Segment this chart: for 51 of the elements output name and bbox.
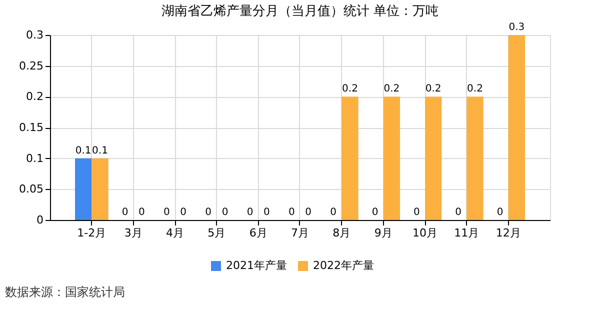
x-tick-label: 7月 bbox=[291, 226, 309, 240]
x-tick-label: 4月 bbox=[166, 226, 184, 240]
bar bbox=[92, 158, 108, 220]
y-tick-label: 0 bbox=[36, 214, 44, 226]
y-tick-label: 0.3 bbox=[26, 28, 44, 42]
data-label: 0.3 bbox=[508, 22, 525, 33]
data-label: 0.2 bbox=[342, 84, 358, 95]
x-tick-label: 6月 bbox=[249, 226, 268, 240]
data-label: 0 bbox=[205, 207, 212, 218]
legend-label: 2022年产量 bbox=[313, 259, 374, 272]
data-label: 0.2 bbox=[425, 84, 442, 95]
data-label: 0 bbox=[455, 207, 462, 218]
bar bbox=[342, 96, 358, 220]
data-label: 0 bbox=[330, 207, 337, 218]
x-tick-label: 3月 bbox=[124, 226, 142, 240]
data-label: 0 bbox=[180, 207, 187, 218]
x-tick-label: 10月 bbox=[412, 226, 438, 240]
data-label: 0 bbox=[372, 207, 378, 218]
data-label: 0 bbox=[496, 207, 504, 218]
y-tick-label: 0.25 bbox=[19, 59, 44, 72]
bar bbox=[383, 96, 400, 220]
chart-title: 湖南省乙烯产量分月（当月值）统计 单位：万吨 bbox=[161, 4, 439, 19]
data-label: 0 bbox=[222, 207, 228, 218]
data-label: 0 bbox=[163, 207, 170, 218]
bar bbox=[425, 96, 442, 220]
data-label: 0 bbox=[413, 207, 420, 218]
bar bbox=[75, 158, 92, 220]
y-tick-label: 0.2 bbox=[26, 90, 44, 104]
data-label: 0 bbox=[263, 207, 270, 218]
source-note: 数据来源：国家统计局 bbox=[5, 285, 125, 299]
y-tick-label: 0.05 bbox=[19, 182, 44, 196]
data-label: 0.2 bbox=[384, 84, 400, 95]
x-tick-label: 1-2月 bbox=[77, 226, 106, 240]
y-tick-label: 0.15 bbox=[19, 121, 44, 134]
bar bbox=[466, 96, 484, 220]
data-label: 0.1 bbox=[75, 145, 92, 156]
data-label: 0 bbox=[305, 207, 312, 218]
data-label: 0.2 bbox=[467, 84, 483, 95]
x-tick-label: 5月 bbox=[208, 226, 226, 240]
data-label: 0.1 bbox=[92, 145, 108, 156]
data-label: 0 bbox=[138, 207, 145, 218]
bar bbox=[508, 35, 525, 220]
x-tick-label: 12月 bbox=[496, 226, 521, 240]
legend-label: 2021年产量 bbox=[226, 259, 287, 272]
data-label: 0 bbox=[122, 207, 128, 218]
x-tick-label: 11月 bbox=[454, 226, 480, 240]
data-label: 0 bbox=[288, 207, 295, 218]
x-tick-label: 8月 bbox=[332, 226, 351, 240]
data-label: 0 bbox=[246, 207, 254, 218]
y-tick-label: 0.1 bbox=[26, 152, 44, 165]
x-tick-label: 9月 bbox=[374, 226, 392, 240]
